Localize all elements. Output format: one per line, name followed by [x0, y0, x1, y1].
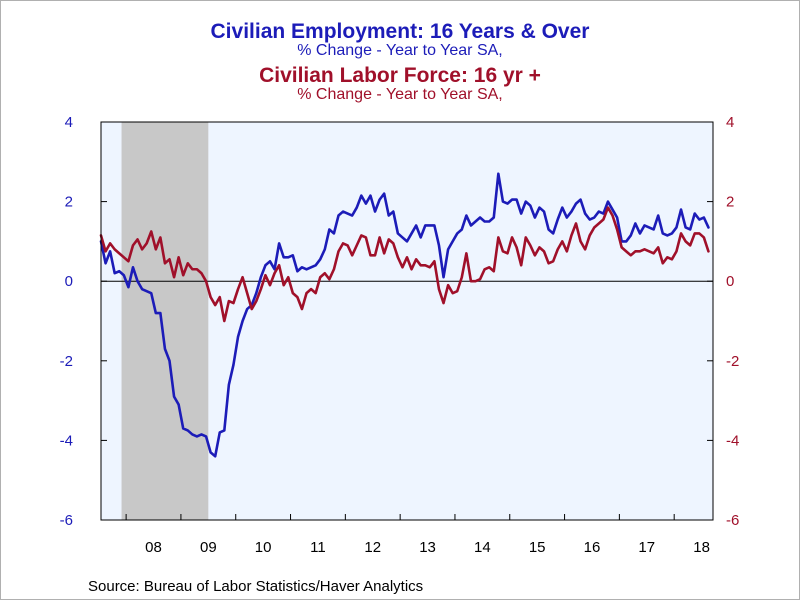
- right-y-tick-label: 0: [726, 273, 734, 290]
- x-tick-label: 17: [638, 539, 655, 556]
- labor-force-subtitle: % Change - Year to Year SA,: [297, 86, 503, 103]
- x-tick-label: 10: [255, 539, 272, 556]
- plot-border: [100, 121, 714, 521]
- x-tick-label: 13: [419, 539, 436, 556]
- right-y-tick-label: -2: [726, 353, 739, 370]
- x-tick-label: 15: [529, 539, 546, 556]
- left-y-tick-label: 0: [65, 273, 73, 290]
- labor-force-line: [99, 206, 710, 323]
- right-y-tick-label: -6: [726, 512, 739, 529]
- x-tick-label: 14: [474, 539, 491, 556]
- recession-shading: [121, 122, 209, 520]
- labor-force-title: Civilian Labor Force: 16 yr +: [259, 64, 541, 87]
- x-tick-label: 16: [584, 539, 601, 556]
- employment-line: [99, 172, 710, 458]
- left-y-tick-label: 4: [65, 114, 73, 131]
- x-tick-label: 09: [200, 539, 217, 556]
- x-tick-label: 11: [310, 539, 326, 556]
- left-y-tick-label: -6: [60, 512, 73, 529]
- x-tick-label: 18: [693, 539, 710, 556]
- left-y-tick-label: -2: [60, 353, 73, 370]
- x-tick-label: 08: [145, 539, 162, 556]
- left-y-tick-label: -4: [60, 432, 73, 449]
- source-note: Source: Bureau of Labor Statistics/Haver…: [88, 578, 424, 595]
- employment-subtitle: % Change - Year to Year SA,: [297, 42, 503, 59]
- employment-title: Civilian Employment: 16 Years & Over: [210, 20, 590, 43]
- right-y-tick-label: 4: [726, 114, 734, 131]
- x-tick-label: 12: [364, 539, 381, 556]
- left-y-tick-label: 2: [65, 194, 73, 211]
- right-y-tick-label: 2: [726, 194, 734, 211]
- right-y-tick-label: -4: [726, 432, 739, 449]
